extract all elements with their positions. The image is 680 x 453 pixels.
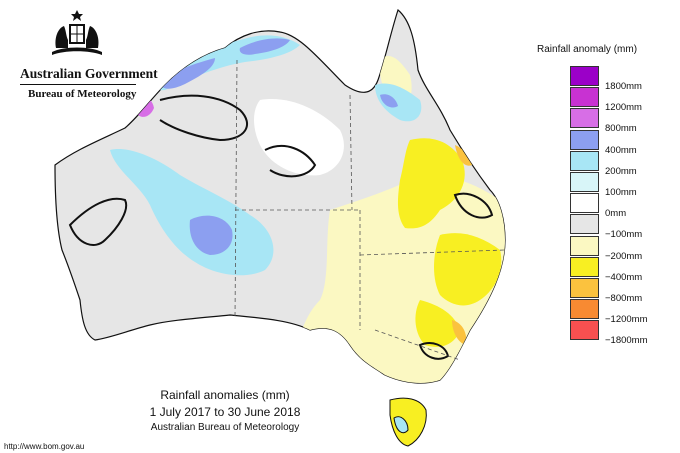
rainfall-anomaly-map — [54, 8, 506, 447]
legend-label: 1200mm — [605, 102, 642, 114]
anomaly-region-yellow-south — [415, 300, 460, 347]
legend-swatch — [570, 150, 599, 171]
anomaly-region-blue-topend — [239, 38, 290, 55]
border-nt-qld — [349, 94, 353, 211]
anomaly-region-blue-pilbara — [189, 215, 233, 255]
legend-swatch — [570, 235, 599, 256]
anomaly-region-blue-gulf — [380, 94, 398, 108]
border-nsw-vic — [374, 329, 461, 361]
caption-title: Rainfall anomalies (mm) — [160, 388, 290, 402]
legend-swatch — [570, 129, 599, 150]
legend-label: 100mm — [605, 187, 637, 198]
legend-label: 0mm — [605, 208, 627, 220]
anomaly-region-blue-kimberley — [160, 58, 215, 89]
anomaly-region-light-blue-cape — [375, 83, 422, 122]
legend-label: −400mm — [605, 271, 643, 283]
contour-line-west — [68, 197, 128, 246]
legend-label: 200mm — [605, 165, 637, 177]
legend-label: 1800mm — [605, 81, 642, 92]
coat-of-arms-icon — [52, 10, 102, 55]
legend-swatch — [570, 108, 599, 129]
anomaly-region-white-central — [254, 99, 344, 176]
legend-label: 800mm — [605, 123, 637, 135]
legend-swatch — [570, 66, 599, 86]
legend-swatch — [570, 256, 599, 277]
legend-swatch — [570, 278, 599, 298]
legend-swatch — [570, 87, 599, 108]
contour-line-north — [159, 94, 249, 142]
anomaly-region-orange-southeast — [452, 320, 467, 345]
map-caption: Rainfall anomalies (mm) 1 July 2017 to 3… — [130, 388, 320, 433]
anomaly-region-yellow-qld — [397, 138, 465, 229]
government-name: Australian Government — [20, 66, 158, 81]
legend-label: −1800mm — [605, 335, 648, 347]
legend-label: −100mm — [605, 229, 643, 241]
legend-swatch — [570, 299, 599, 320]
legend-title: Rainfall anomaly (mm) — [537, 44, 638, 55]
legend-label: −1200mm — [605, 314, 648, 326]
legend-swatch — [570, 214, 599, 235]
tasmania-west-anomaly — [393, 416, 409, 434]
contour-line-central — [264, 145, 317, 178]
legend-swatch — [570, 193, 599, 214]
logo-divider — [20, 84, 136, 85]
anomaly-region-orange-east — [455, 145, 472, 166]
caption-period: 1 July 2017 to 30 June 2018 — [149, 405, 301, 419]
tasmania-outline — [389, 397, 427, 447]
anomaly-region-light-blue-west — [110, 149, 274, 276]
legend-swatch — [570, 172, 599, 192]
contour-line-east — [453, 192, 494, 219]
legend-label: −200mm — [605, 250, 643, 262]
border-qld-nsw — [359, 249, 506, 256]
caption-source: Australian Bureau of Meteorology — [150, 422, 300, 433]
legend-label: −800mm — [605, 293, 643, 304]
anomaly-region-yellow-nsw — [434, 233, 502, 306]
legend-label: 400mm — [605, 144, 637, 156]
legend-swatch — [570, 320, 599, 341]
bureau-name: Bureau of Meteorology — [28, 88, 137, 100]
border-wa — [234, 59, 238, 319]
website-url: http://www.bom.gov.au — [4, 442, 85, 451]
